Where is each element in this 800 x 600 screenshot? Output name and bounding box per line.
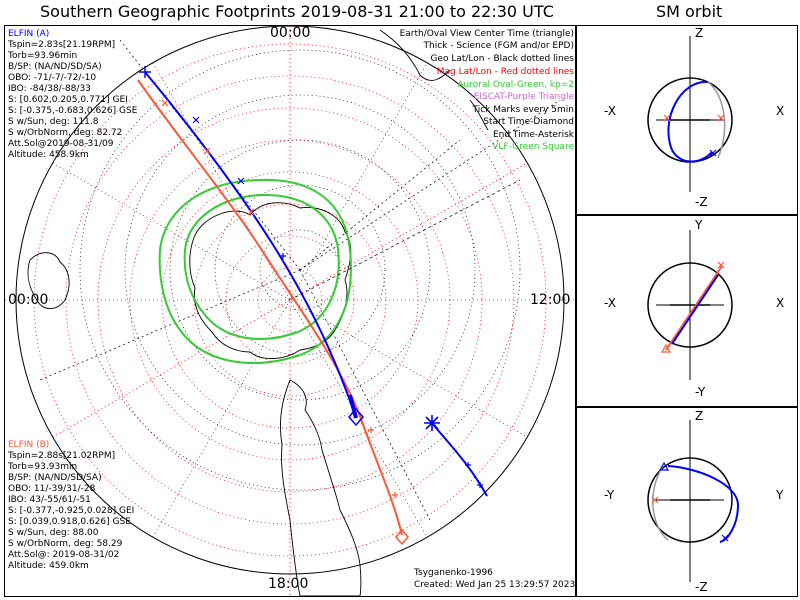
new-zealand-outline <box>469 99 489 131</box>
sm-xz-left-label: -X <box>604 104 616 118</box>
sm-xy-left-label: -X <box>604 296 616 310</box>
sm-xz-right-label: X <box>776 104 785 118</box>
south-america-outline <box>280 379 362 596</box>
africa-outline <box>27 252 70 309</box>
elfin-a-line: Att.Sol@2019-08-31/09 <box>8 139 114 149</box>
legend-item: Start Time-Diamond <box>483 117 574 127</box>
elfin-a-line: S w/OrbNorm, deg: 82.72 <box>8 128 123 138</box>
elfin-b-line: Altitude: 459.0km <box>8 561 89 571</box>
sm-xz-top-label: Z <box>695 26 704 40</box>
sm-xy-plot <box>647 230 733 380</box>
sm-orbit-xy-panel <box>576 215 798 407</box>
sm-yz-top-label: Z <box>695 409 704 423</box>
elfin-a-line: S: [0.602,0.205,0.771] GEI <box>8 95 128 105</box>
elfin-b-tick-marks <box>161 99 398 498</box>
geo-latitude-grid <box>79 49 521 491</box>
elfin-a-track <box>144 71 357 419</box>
map-title: Southern Geographic Footprints 2019-08-3… <box>40 2 554 21</box>
sm-yz-bottom-label: -Z <box>695 580 708 594</box>
legend-item: Earth/Oval View Center Time (triangle) <box>399 29 574 39</box>
elfin-a-line: IBO: -84/38/-88/33 <box>8 84 91 94</box>
sm-yz-plot <box>647 420 740 582</box>
sm-orbit-title: SM orbit <box>656 2 723 21</box>
created-timestamp: Created: Wed Jan 25 13:29:57 2023 <box>414 580 576 590</box>
sm-xy-right-label: X <box>776 296 785 310</box>
elfin-b-line: Torb=93.93min <box>8 462 78 472</box>
mlt-label-left: 00:00 <box>8 292 49 308</box>
legend-item: Thick - Science (FGM and/or EPD) <box>423 41 574 51</box>
elfin-a-secondary-track <box>431 422 488 497</box>
model-label: Tsyganenko-1996 <box>414 568 493 578</box>
legend-item: Tick Marks every 5min <box>472 105 574 115</box>
sm-xz-bottom-label: -Z <box>695 195 708 209</box>
sm-yz-left-label: -Y <box>604 488 615 502</box>
elfin-b-start-diamond <box>395 528 409 546</box>
elfin-b-line: B/SP: (NA/ND/SD/SA) <box>8 473 102 483</box>
mlt-label-top: 00:00 <box>270 25 311 41</box>
sm-xy-bottom-label: -Y <box>695 385 706 399</box>
elfin-b-line: S w/OrbNorm, deg: 58.29 <box>8 539 123 549</box>
elfin-b-line: Tspin=2.88s[21.02RPM] <box>8 451 116 461</box>
elfin-a-tick-marks <box>192 116 483 488</box>
elfin-b-line: Att.Sol@: 2019-08-31/02 <box>8 550 120 560</box>
elfin-a-line: S w/Sun, deg: 111.8 <box>8 117 99 127</box>
elfin-b-line: OBO: 11/-39/31/-28 <box>8 484 96 494</box>
elfin-a-line: OBO: -71/-7/-72/-10 <box>8 73 97 83</box>
legend-item: Mag Lat/Lon - Red dotted lines <box>436 67 574 77</box>
elfin-b-line: S: [0.039,0.918,0.626] GSE <box>8 517 131 527</box>
elfin-a-line: B/SP: (NA/ND/SD/SA) <box>8 62 102 72</box>
elfin-b-name: ELFIN (B) <box>8 440 50 450</box>
sm-xy-top-label: Y <box>695 218 703 232</box>
elfin-a-line: Torb=93.96min <box>8 51 78 61</box>
elfin-a-line: Altitude: 458.9km <box>8 150 89 160</box>
antarctica-outline <box>189 202 352 359</box>
sm-xz-plot <box>647 36 733 192</box>
legend-item: VLF-Green Square <box>492 142 574 152</box>
mlt-label-bottom: 18:00 <box>268 576 309 592</box>
sm-orbit-yz-panel <box>576 407 798 597</box>
elfin-a-end-asterisk <box>424 415 440 431</box>
australia-outline <box>379 29 451 81</box>
elfin-b-line: S: [-0.377,-0.925,0.028] GEI <box>8 506 135 516</box>
elfin-a-science-segment <box>348 394 358 419</box>
legend-item: Auroral Oval-Green, kp=2 <box>457 80 574 90</box>
elfin-a-name: ELFIN (A) <box>8 29 50 39</box>
mlt-label-right: 12:00 <box>530 292 571 308</box>
legend-item: End Time-Asterisk <box>492 130 574 140</box>
legend-item: EISCAT-Purple Triangle <box>473 92 574 102</box>
sm-yz-right-label: Y <box>776 488 784 502</box>
elfin-b-track <box>137 79 403 536</box>
elfin-b-line: S w/Sun, deg: 88.00 <box>8 528 99 538</box>
auroral-oval-inner <box>183 193 340 340</box>
elfin-a-line: Tspin=2.83s[21.19RPM] <box>8 40 116 50</box>
elfin-a-start-asterisk <box>139 66 151 78</box>
elfin-a-start-diamond <box>348 407 364 427</box>
elfin-a-line: S: [-0.375,-0.683,0.626] GSE <box>8 106 138 116</box>
elfin-b-line: IBO: 43/-55/61/-51 <box>8 495 91 505</box>
legend-item: Geo Lat/Lon - Black dotted lines <box>430 54 574 64</box>
